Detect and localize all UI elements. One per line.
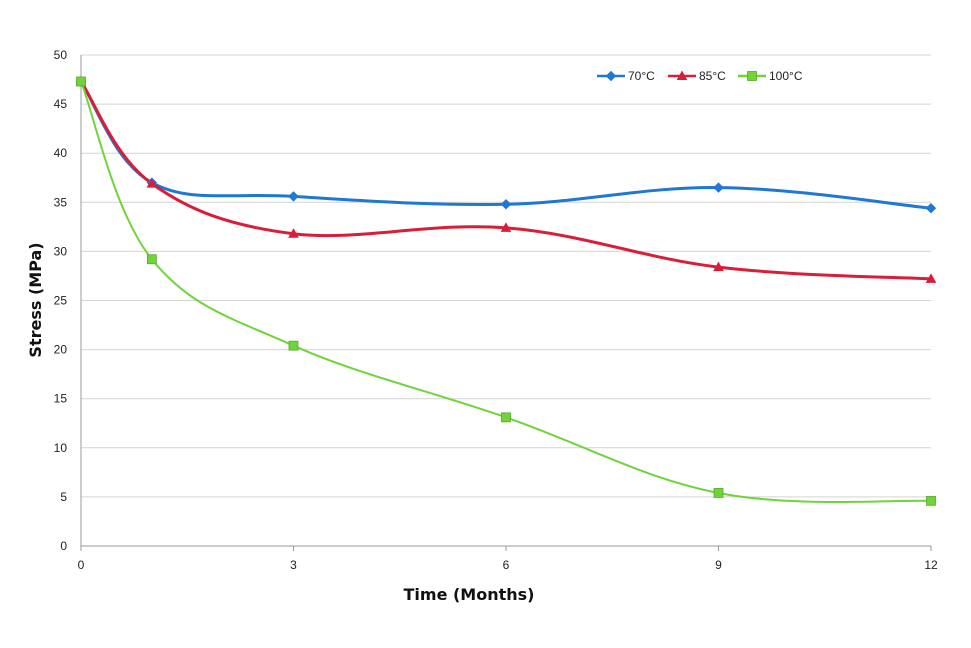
y-tick-label: 45 [54, 97, 68, 111]
y-axis-title: Stress (MPa) [26, 242, 45, 357]
data-point-diamond [288, 191, 299, 202]
data-point-square [501, 412, 511, 423]
series-lines [79, 80, 933, 503]
data-point-square [76, 76, 86, 87]
x-tick-label: 12 [924, 558, 938, 572]
y-tick-label: 5 [60, 490, 67, 504]
x-tick-label: 0 [78, 558, 85, 572]
data-point-triangle [713, 261, 724, 272]
data-point-triangle [925, 273, 937, 283]
data-point-square [288, 340, 299, 351]
data-point-diamond [925, 202, 937, 214]
data-point-square [926, 495, 936, 506]
y-tick-label: 15 [54, 392, 68, 406]
y-tick-label: 30 [54, 244, 68, 258]
data-markers [75, 75, 937, 506]
legend-label: 85°C [699, 69, 726, 83]
x-tick-label: 3 [290, 558, 297, 572]
legend-marker [605, 70, 617, 82]
y-tick-label: 50 [54, 48, 68, 62]
data-point-triangle [146, 178, 158, 188]
series-line-0 [79, 80, 933, 210]
x-axis-title: Time (Months) [404, 585, 535, 604]
y-tick-label: 10 [54, 441, 68, 455]
legend-marker [676, 70, 688, 80]
legend-label: 70°C [628, 69, 655, 83]
y-tick-label: 40 [54, 146, 68, 160]
y-tick-label: 35 [54, 195, 68, 209]
y-tick-label: 25 [54, 294, 68, 308]
data-point-diamond [500, 199, 512, 210]
data-point-diamond [713, 182, 724, 193]
series-line-1 [79, 80, 933, 281]
grid-lines [81, 54, 931, 498]
data-point-triangle [288, 228, 299, 238]
data-point-square [713, 488, 724, 498]
data-point-square [146, 254, 157, 265]
y-tick-label: 0 [60, 539, 67, 553]
legend-marker [747, 71, 757, 81]
y-tick-label: 20 [54, 343, 68, 357]
legend: 70°C 85°C 100°C [597, 69, 803, 83]
x-tick-label: 6 [503, 558, 510, 572]
x-tick-label: 9 [715, 558, 722, 572]
data-point-triangle [500, 222, 512, 232]
axes: 0 5 10 15 20 25 30 35 40 45 50 0 3 6 9 12 [54, 48, 938, 572]
legend-label: 100°C [769, 69, 803, 83]
series-line-2 [80, 80, 932, 503]
